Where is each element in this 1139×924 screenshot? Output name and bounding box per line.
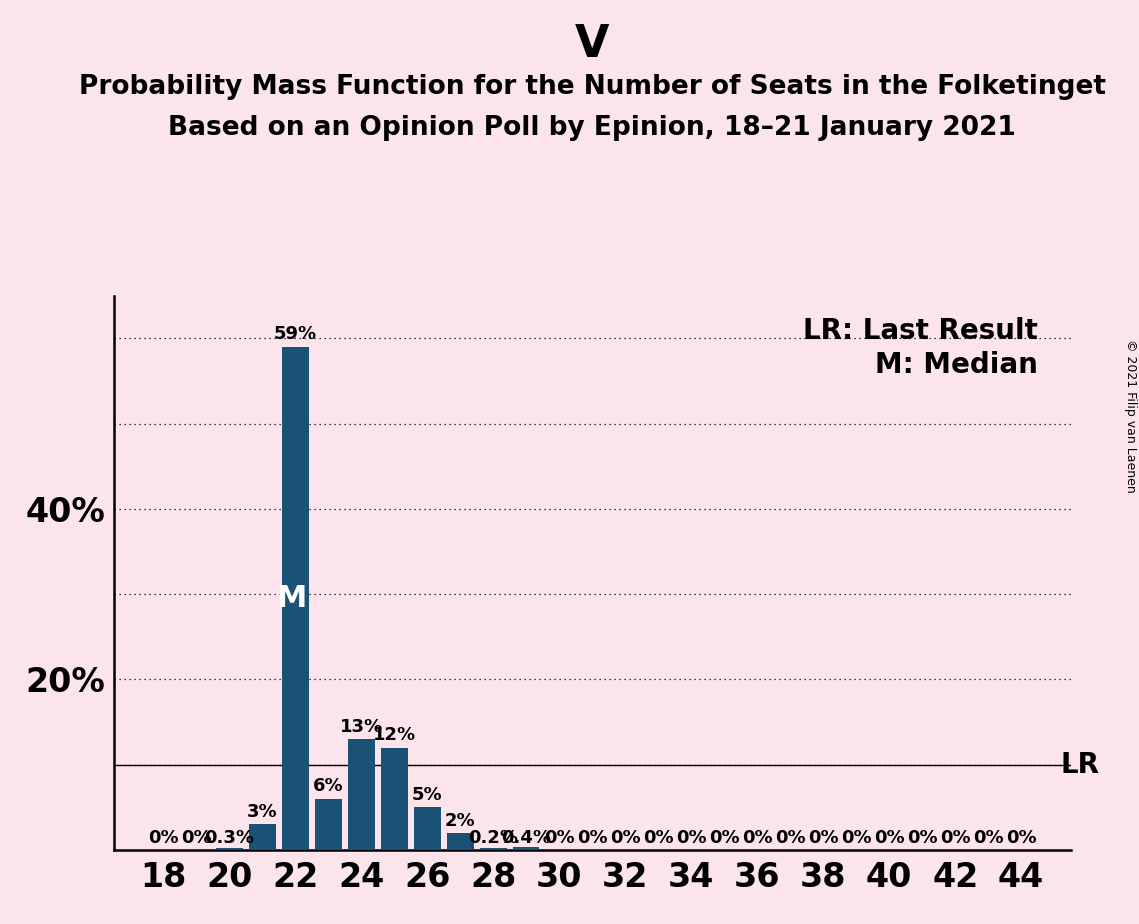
Text: 6%: 6% [313, 777, 344, 796]
Text: 0%: 0% [148, 829, 179, 846]
Text: 0%: 0% [642, 829, 673, 846]
Text: © 2021 Filip van Laenen: © 2021 Filip van Laenen [1124, 339, 1137, 492]
Text: 13%: 13% [339, 718, 383, 736]
Text: 0%: 0% [675, 829, 706, 846]
Text: 0%: 0% [1006, 829, 1036, 846]
Bar [513, 846, 540, 850]
Bar [216, 847, 243, 850]
Bar [349, 739, 375, 850]
Text: 0.3%: 0.3% [204, 829, 254, 846]
Text: 0%: 0% [874, 829, 904, 846]
Text: 0%: 0% [181, 829, 212, 846]
Text: 0%: 0% [973, 829, 1003, 846]
Text: 0%: 0% [611, 829, 640, 846]
Text: 0%: 0% [577, 829, 607, 846]
Text: 0%: 0% [775, 829, 805, 846]
Bar [282, 346, 309, 850]
Text: LR: LR [1060, 751, 1100, 779]
Text: Probability Mass Function for the Number of Seats in the Folketinget: Probability Mass Function for the Number… [79, 74, 1106, 100]
Bar [382, 748, 408, 850]
Text: 0%: 0% [544, 829, 574, 846]
Text: 59%: 59% [273, 325, 317, 344]
Text: 12%: 12% [372, 726, 416, 745]
Text: 0%: 0% [741, 829, 772, 846]
Bar [316, 799, 342, 850]
Text: LR: Last Result: LR: Last Result [803, 317, 1038, 345]
Text: 0%: 0% [841, 829, 871, 846]
Text: 5%: 5% [412, 786, 443, 804]
Text: 0%: 0% [940, 829, 970, 846]
Text: M: M [277, 584, 306, 613]
Bar [415, 808, 441, 850]
Bar [481, 848, 507, 850]
Text: 3%: 3% [247, 803, 278, 821]
Bar [448, 833, 474, 850]
Text: V: V [575, 23, 609, 67]
Text: 2%: 2% [445, 811, 476, 830]
Text: 0.4%: 0.4% [501, 829, 551, 846]
Text: 0%: 0% [808, 829, 838, 846]
Text: Based on an Opinion Poll by Epinion, 18–21 January 2021: Based on an Opinion Poll by Epinion, 18–… [169, 115, 1016, 140]
Text: 0%: 0% [907, 829, 937, 846]
Bar [249, 824, 276, 850]
Text: 0%: 0% [708, 829, 739, 846]
Text: M: Median: M: Median [875, 351, 1038, 379]
Text: 0.2%: 0.2% [468, 829, 518, 846]
